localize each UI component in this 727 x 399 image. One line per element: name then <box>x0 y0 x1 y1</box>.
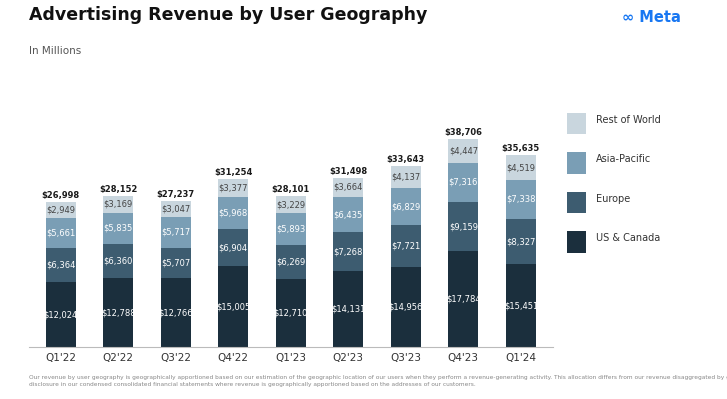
Bar <box>46 202 76 218</box>
Text: $12,710: $12,710 <box>273 308 308 318</box>
Bar <box>218 229 248 267</box>
Text: Advertising Revenue by User Geography: Advertising Revenue by User Geography <box>29 6 427 24</box>
Text: $7,338: $7,338 <box>506 195 536 204</box>
Bar <box>218 179 248 197</box>
Text: $2,949: $2,949 <box>47 205 75 214</box>
Text: $6,364: $6,364 <box>46 261 76 270</box>
Text: Europe: Europe <box>596 194 630 204</box>
Text: $6,360: $6,360 <box>103 257 133 266</box>
Text: $12,024: $12,024 <box>44 310 78 319</box>
Text: $26,998: $26,998 <box>41 191 80 200</box>
Text: $38,706: $38,706 <box>444 128 482 137</box>
Text: $28,101: $28,101 <box>272 185 310 194</box>
Text: $15,451: $15,451 <box>504 301 538 310</box>
Text: Our revenue by user geography is geographically apportioned based on our estimat: Our revenue by user geography is geograp… <box>29 375 727 387</box>
Text: $14,956: $14,956 <box>389 302 423 311</box>
Text: $27,237: $27,237 <box>157 190 195 199</box>
Text: $28,152: $28,152 <box>99 185 137 194</box>
Bar <box>334 271 364 347</box>
Bar <box>46 218 76 248</box>
Bar <box>506 180 536 219</box>
Bar <box>276 245 306 279</box>
Bar <box>334 198 364 232</box>
Text: $3,169: $3,169 <box>104 200 133 209</box>
Bar <box>276 213 306 245</box>
Bar <box>161 279 190 347</box>
Text: $14,131: $14,131 <box>331 304 366 314</box>
Text: $6,904: $6,904 <box>219 243 248 252</box>
Bar <box>506 264 536 347</box>
Bar <box>506 219 536 264</box>
Bar <box>161 201 190 217</box>
Bar <box>218 267 248 347</box>
Text: $5,707: $5,707 <box>161 259 190 268</box>
Text: $4,447: $4,447 <box>449 146 478 155</box>
Bar <box>391 267 421 347</box>
Text: $33,643: $33,643 <box>387 155 425 164</box>
FancyBboxPatch shape <box>567 152 586 174</box>
Text: $15,005: $15,005 <box>216 302 250 311</box>
Text: $3,047: $3,047 <box>161 204 190 213</box>
Bar <box>449 163 478 202</box>
Text: $3,664: $3,664 <box>334 183 363 192</box>
Text: In Millions: In Millions <box>29 46 81 56</box>
Text: $6,269: $6,269 <box>276 257 305 267</box>
FancyBboxPatch shape <box>567 192 586 213</box>
Text: $6,829: $6,829 <box>391 202 420 211</box>
Text: $31,498: $31,498 <box>329 167 367 176</box>
Text: $4,519: $4,519 <box>507 163 535 172</box>
Text: $9,159: $9,159 <box>449 222 478 231</box>
Bar <box>449 251 478 347</box>
Bar <box>161 217 190 248</box>
Bar <box>103 196 133 213</box>
Text: $12,788: $12,788 <box>101 308 135 317</box>
Text: $7,316: $7,316 <box>449 178 478 187</box>
Text: $4,137: $4,137 <box>391 173 420 182</box>
Bar <box>449 139 478 163</box>
Bar <box>46 248 76 282</box>
Bar <box>103 244 133 279</box>
Bar <box>391 188 421 225</box>
Bar <box>449 202 478 251</box>
Text: $8,327: $8,327 <box>506 237 536 246</box>
Bar <box>391 166 421 188</box>
Text: Asia-Pacific: Asia-Pacific <box>596 154 651 164</box>
Text: $35,635: $35,635 <box>502 144 540 154</box>
Text: $5,661: $5,661 <box>46 229 76 237</box>
Text: $5,835: $5,835 <box>104 224 133 233</box>
Bar <box>276 279 306 347</box>
Bar <box>276 196 306 213</box>
Text: $7,268: $7,268 <box>334 247 363 256</box>
Text: Rest of World: Rest of World <box>596 115 661 125</box>
FancyBboxPatch shape <box>567 113 586 134</box>
Bar <box>391 225 421 267</box>
Text: $31,254: $31,254 <box>214 168 252 177</box>
Text: $5,968: $5,968 <box>219 209 248 218</box>
Bar <box>218 197 248 229</box>
Text: $7,721: $7,721 <box>391 241 420 250</box>
Bar <box>334 178 364 198</box>
Bar <box>103 279 133 347</box>
Text: $5,893: $5,893 <box>276 225 305 234</box>
Bar <box>334 232 364 271</box>
Text: $3,229: $3,229 <box>276 200 305 209</box>
Text: $5,717: $5,717 <box>161 228 190 237</box>
Text: $6,435: $6,435 <box>334 210 363 219</box>
Text: $12,766: $12,766 <box>158 308 193 317</box>
Bar <box>46 282 76 347</box>
Text: $3,377: $3,377 <box>219 184 248 192</box>
Text: ∞ Meta: ∞ Meta <box>622 10 680 25</box>
Bar <box>103 213 133 244</box>
Bar <box>161 248 190 279</box>
Text: $17,784: $17,784 <box>446 295 481 304</box>
Text: US & Canada: US & Canada <box>596 233 660 243</box>
FancyBboxPatch shape <box>567 231 586 253</box>
Bar <box>506 155 536 180</box>
